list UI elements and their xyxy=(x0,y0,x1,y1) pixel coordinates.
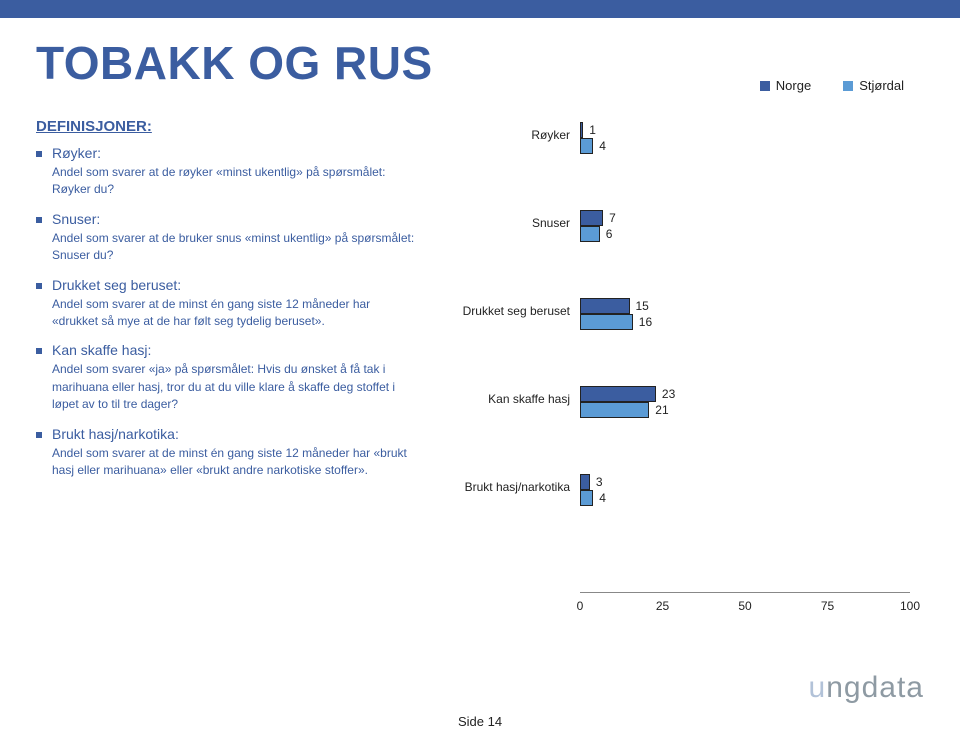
legend: Norge Stjørdal xyxy=(760,78,904,93)
bar xyxy=(580,122,583,138)
bar-value-label: 15 xyxy=(636,298,649,314)
definition-item: Drukket seg beruset: Andel som svarer at … xyxy=(36,277,416,331)
category-label: Kan skaffe hasj xyxy=(440,392,570,406)
bar-chart: Røyker14Snuser76Drukket seg beruset1516K… xyxy=(450,122,910,622)
definition-term: Snuser: xyxy=(52,211,416,227)
category-label: Røyker xyxy=(440,128,570,142)
definition-item: Brukt hasj/narkotika: Andel som svarer at… xyxy=(36,426,416,480)
bar-value-label: 21 xyxy=(655,402,668,418)
bar-value-label: 23 xyxy=(662,386,675,402)
legend-label: Stjørdal xyxy=(859,78,904,93)
bar xyxy=(580,386,656,402)
definition-term: Drukket seg beruset: xyxy=(52,277,416,293)
bar-value-label: 4 xyxy=(599,490,606,506)
bar xyxy=(580,226,600,242)
bar xyxy=(580,490,593,506)
legend-item-norge: Norge xyxy=(760,78,811,93)
bar-value-label: 1 xyxy=(589,122,596,138)
legend-label: Norge xyxy=(776,78,811,93)
bar xyxy=(580,402,649,418)
legend-swatch-norge xyxy=(760,81,770,91)
definition-desc: Andel som svarer at de røyker «minst uke… xyxy=(52,164,416,199)
bullet-icon xyxy=(36,432,42,438)
category-label: Brukt hasj/narkotika xyxy=(440,480,570,494)
definitions-heading: DEFINISJONER: xyxy=(36,118,416,135)
x-tick-label: 50 xyxy=(738,599,751,613)
definitions-panel: DEFINISJONER: Røyker: Andel som svarer at… xyxy=(36,118,416,622)
definition-desc: Andel som svarer at de minst én gang sis… xyxy=(52,296,416,331)
bullet-icon xyxy=(36,348,42,354)
definition-term: Kan skaffe hasj: xyxy=(52,342,416,358)
category-label: Drukket seg beruset xyxy=(440,304,570,318)
bullet-icon xyxy=(36,151,42,157)
chart-panel: Norge Stjørdal Røyker14Snuser76Drukket s… xyxy=(440,118,924,622)
x-tick-label: 0 xyxy=(577,599,584,613)
definition-term: Brukt hasj/narkotika: xyxy=(52,426,416,442)
x-tick-label: 100 xyxy=(900,599,920,613)
x-tick-label: 75 xyxy=(821,599,834,613)
definition-item: Snuser: Andel som svarer at de bruker snu… xyxy=(36,211,416,265)
category-label: Snuser xyxy=(440,216,570,230)
definition-desc: Andel som svarer «ja» på spørsmålet: Hvi… xyxy=(52,361,416,413)
bullet-icon xyxy=(36,217,42,223)
definition-desc: Andel som svarer at de bruker snus «mins… xyxy=(52,230,416,265)
bar xyxy=(580,298,630,314)
logo: ungdata xyxy=(809,671,924,705)
definition-item: Røyker: Andel som svarer at de røyker «mi… xyxy=(36,145,416,199)
bar-value-label: 7 xyxy=(609,210,616,226)
x-tick-label: 25 xyxy=(656,599,669,613)
bar xyxy=(580,474,590,490)
bar xyxy=(580,314,633,330)
bar-value-label: 3 xyxy=(596,474,603,490)
definition-desc: Andel som svarer at de minst én gang sis… xyxy=(52,445,416,480)
legend-item-stjordal: Stjørdal xyxy=(843,78,904,93)
definition-term: Røyker: xyxy=(52,145,416,161)
bar-value-label: 4 xyxy=(599,138,606,154)
bar xyxy=(580,138,593,154)
legend-swatch-stjordal xyxy=(843,81,853,91)
bullet-icon xyxy=(36,283,42,289)
bar xyxy=(580,210,603,226)
bar-value-label: 16 xyxy=(639,314,652,330)
definition-item: Kan skaffe hasj: Andel som svarer «ja» på… xyxy=(36,342,416,413)
page-footer: Side 14 xyxy=(0,714,960,729)
x-axis: 0255075100 xyxy=(580,592,910,622)
bar-value-label: 6 xyxy=(606,226,613,242)
